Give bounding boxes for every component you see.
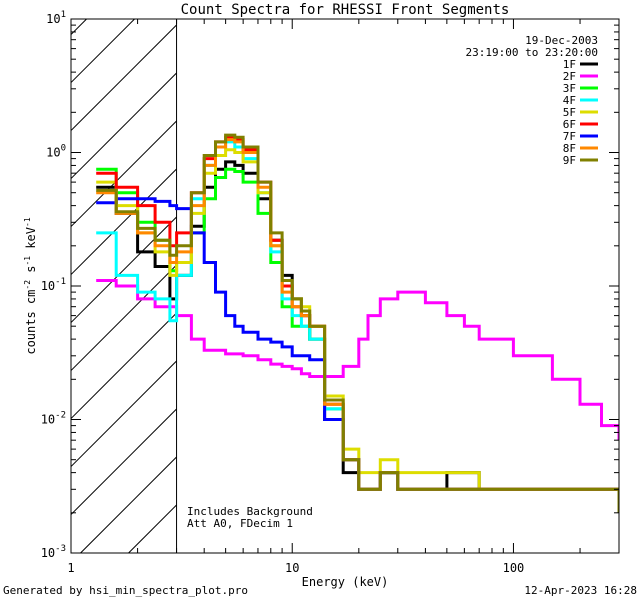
legend-label: 3F — [563, 82, 576, 95]
legend-label: 8F — [563, 142, 576, 155]
footer-generated-by: Generated by hsi_min_spectra_plot.pro — [3, 584, 248, 597]
hatch-line — [70, 120, 177, 227]
hatch-line — [70, 216, 177, 323]
hatch-line — [70, 264, 177, 371]
annotation-background: Includes Background — [187, 505, 313, 518]
hatch-line — [70, 168, 177, 275]
y-tick-label: 10-2 — [41, 411, 66, 427]
legend-label: 6F — [563, 118, 576, 131]
hatch-line — [70, 312, 177, 419]
axis-ticks: 1 10 100 101 100 10-1 10-2 10-3 — [41, 10, 620, 575]
chart-title: Count Spectra for RHESSI Front Segments — [181, 2, 510, 18]
x-tick-label: 100 — [503, 561, 525, 575]
y-tick-label: 101 — [46, 10, 66, 26]
x-axis-label: Energy (keV) — [302, 575, 389, 589]
legend: 19-Dec-2003 23:19:00 to 23:20:00 1F2F3F4… — [466, 34, 598, 167]
hatch-line — [70, 360, 177, 467]
legend-time-range: 23:19:00 to 23:20:00 — [466, 46, 598, 59]
legend-label: 7F — [563, 130, 576, 143]
hatch-line — [70, 24, 177, 131]
legend-label: 5F — [563, 106, 576, 119]
hatch-line — [80, 456, 177, 554]
hatch-line — [128, 504, 177, 554]
legend-label: 4F — [563, 94, 576, 107]
legend-date: 19-Dec-2003 — [525, 34, 598, 47]
series-9F — [96, 133, 619, 513]
y-axis-label: counts cm-2 s-1 keV-1 — [23, 217, 38, 354]
x-tick-label: 10 — [285, 561, 299, 575]
series-2F — [96, 279, 619, 441]
annotation-attenuator: Att A0, FDecim 1 — [187, 517, 293, 530]
hatch-line — [70, 18, 135, 83]
legend-label: 2F — [563, 70, 576, 83]
hatch-line — [70, 408, 177, 515]
legend-label: 1F — [563, 58, 576, 71]
hatch-line — [70, 72, 177, 179]
footer-timestamp: 12-Apr-2023 16:28 — [524, 584, 637, 597]
legend-label: 9F — [563, 154, 576, 167]
y-tick-label: 10-1 — [41, 277, 66, 293]
x-tick-label: 1 — [67, 561, 74, 575]
series-layer — [96, 133, 619, 513]
y-tick-label: 10-3 — [41, 544, 66, 560]
y-tick-label: 100 — [46, 144, 66, 160]
